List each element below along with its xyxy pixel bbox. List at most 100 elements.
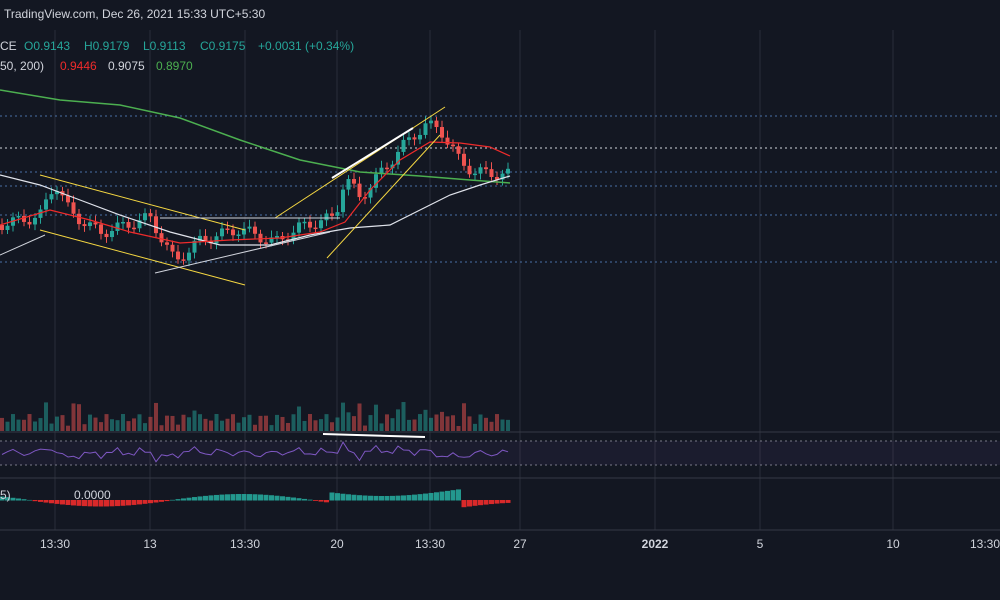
time-label: 10	[886, 537, 900, 551]
candle-body	[242, 228, 246, 235]
macd-bar	[131, 500, 137, 505]
candle-body	[38, 209, 43, 218]
macd-bar	[21, 499, 27, 501]
macd-bar	[0, 496, 5, 501]
macd-bar	[489, 500, 494, 505]
candle-body	[258, 233, 263, 243]
candle-body	[275, 236, 279, 238]
macd-bar	[208, 495, 214, 501]
ohlc-legend: CE O0.9143 H0.9179 L0.9113 C0.9175 +0.00…	[0, 39, 354, 502]
volume-bar	[209, 420, 213, 431]
volume-bar	[143, 423, 147, 431]
time-label: 20	[330, 537, 344, 551]
volume-bar	[165, 415, 169, 431]
candle-body	[110, 230, 114, 238]
time-label: 27	[513, 537, 527, 551]
candle-body	[313, 227, 318, 230]
volume-bar	[198, 414, 202, 431]
candle-body	[115, 222, 120, 231]
ma-50	[0, 174, 511, 246]
macd-bar	[170, 499, 175, 501]
macd-bar	[104, 500, 109, 507]
macd-bar	[291, 497, 296, 501]
candle-body	[231, 229, 235, 236]
candle-body	[137, 220, 142, 229]
candle-body	[269, 237, 274, 243]
candle-body	[506, 168, 510, 174]
candle-body	[319, 220, 323, 229]
candle-body	[418, 134, 422, 140]
volume	[0, 402, 510, 431]
volume-bar	[330, 422, 334, 431]
macd-bar	[467, 500, 472, 507]
macd-bar	[428, 492, 434, 501]
macd-label: 5)	[0, 488, 11, 502]
volume-bar	[363, 425, 367, 431]
volume-bar	[379, 423, 384, 431]
volume-bar	[159, 425, 164, 431]
volume-bar	[495, 414, 499, 431]
volume-bar	[275, 414, 279, 431]
candle-body	[126, 221, 131, 228]
macd-bar	[472, 500, 478, 506]
rsi-band	[0, 441, 1000, 465]
volume-bar	[104, 414, 109, 431]
volume-bar	[368, 415, 373, 431]
macd-bar	[137, 500, 142, 505]
candle-body	[352, 179, 356, 184]
volume-bar	[412, 419, 417, 431]
volume-bar	[137, 414, 142, 431]
candle-body	[440, 127, 444, 138]
macd-bar	[357, 495, 362, 501]
candle-body	[22, 215, 26, 222]
candle-body	[407, 137, 411, 140]
volume-bar	[341, 402, 345, 431]
volume-bar	[203, 418, 208, 431]
macd-bar	[280, 496, 285, 501]
candle-body	[385, 167, 389, 170]
candle-body	[165, 242, 169, 245]
volume-bar	[401, 402, 406, 431]
volume-bar	[286, 422, 290, 431]
volume-bar	[132, 418, 136, 431]
candle-body	[390, 164, 395, 169]
candle-body	[71, 202, 76, 214]
volume-bar	[176, 424, 180, 431]
trendlines	[39, 106, 446, 286]
candle-body	[148, 213, 153, 217]
time-label: 13:30	[40, 537, 70, 551]
candle-body	[500, 173, 505, 180]
time-label: 5	[757, 537, 764, 551]
candle-body	[214, 236, 219, 244]
macd-bar	[82, 500, 87, 507]
macd-bar	[225, 494, 230, 501]
volume-bar	[192, 410, 197, 431]
macd-bar	[32, 500, 38, 502]
candle-body	[346, 179, 351, 190]
ma-value: 0.8970	[156, 59, 193, 73]
candle-body	[264, 242, 268, 244]
volume-bar	[308, 414, 312, 431]
macd-bar	[390, 495, 395, 501]
volume-bar	[313, 420, 318, 431]
macd-bar	[456, 489, 461, 501]
volume-bar	[319, 419, 323, 431]
source: TradingView.com, Dec 26, 2021 15:33 UTC+…	[4, 7, 265, 21]
candle-body	[66, 195, 70, 203]
candle-body	[467, 165, 472, 175]
candle-body	[121, 221, 125, 224]
volume-bar	[484, 417, 488, 431]
volume-bar	[418, 414, 422, 431]
macd-bar	[236, 494, 241, 501]
candle-body	[368, 187, 373, 198]
macd-value: 0.0000	[74, 488, 111, 502]
macd-bar	[175, 499, 181, 501]
candle-body	[16, 215, 21, 218]
candle-body	[341, 189, 345, 213]
macd-bar	[247, 494, 252, 501]
macd-bar	[60, 500, 65, 505]
macd-bar	[478, 500, 483, 506]
candle-body	[170, 244, 175, 252]
candle-body	[225, 228, 230, 231]
candle-body	[462, 153, 466, 166]
